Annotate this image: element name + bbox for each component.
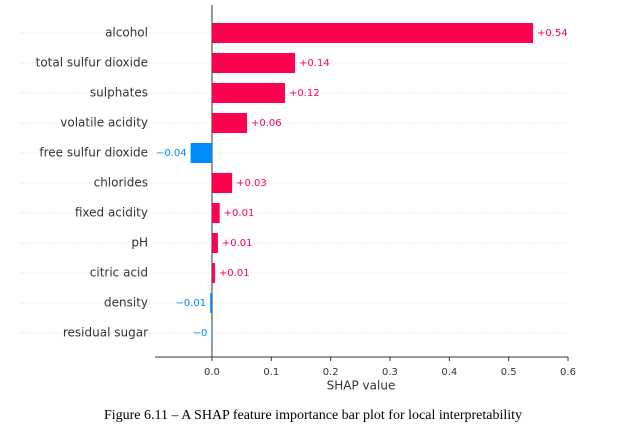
category-label: density (104, 296, 148, 310)
category-label: residual sugar (63, 326, 148, 340)
bar (211, 263, 215, 283)
value-label: +0.01 (222, 238, 253, 249)
bar (211, 173, 233, 193)
bar (210, 293, 212, 313)
x-tick-label: 0.4 (441, 367, 457, 378)
value-label: +0.03 (236, 178, 267, 189)
x-axis-label: SHAP value (327, 379, 396, 393)
bar (211, 23, 533, 43)
bar (211, 53, 296, 73)
value-label: −0.01 (176, 298, 207, 309)
value-label: +0.54 (537, 28, 568, 39)
value-label: +0.01 (219, 268, 250, 279)
bar (190, 143, 212, 163)
value-label: +0.06 (251, 118, 282, 129)
category-label: citric acid (90, 266, 148, 280)
bar (211, 83, 285, 103)
x-tick-label: 0.5 (501, 367, 517, 378)
value-label: +0.01 (224, 208, 255, 219)
x-tick-label: 0.6 (560, 367, 576, 378)
x-tick-label: 0.3 (382, 367, 398, 378)
value-label: +0.12 (289, 88, 320, 99)
x-tick-label: 0.0 (204, 367, 220, 378)
bar (211, 233, 218, 253)
value-label: −0.04 (156, 148, 187, 159)
bar (211, 323, 212, 343)
value-label: +0.14 (299, 58, 330, 69)
category-label: pH (131, 236, 148, 250)
category-label: volatile acidity (60, 116, 148, 130)
category-label: sulphates (90, 86, 148, 100)
value-label: −0 (193, 328, 208, 339)
bar (211, 113, 247, 133)
category-label: alcohol (105, 26, 148, 40)
category-label: fixed acidity (75, 206, 148, 220)
bar (211, 203, 220, 223)
caption: Figure 6.11 – A SHAP feature importance … (104, 408, 522, 423)
category-label: total sulfur dioxide (36, 56, 148, 70)
x-tick-label: 0.1 (263, 367, 279, 378)
category-label: free sulfur dioxide (39, 146, 148, 160)
x-tick-label: 0.2 (323, 367, 339, 378)
category-label: chlorides (94, 176, 148, 190)
